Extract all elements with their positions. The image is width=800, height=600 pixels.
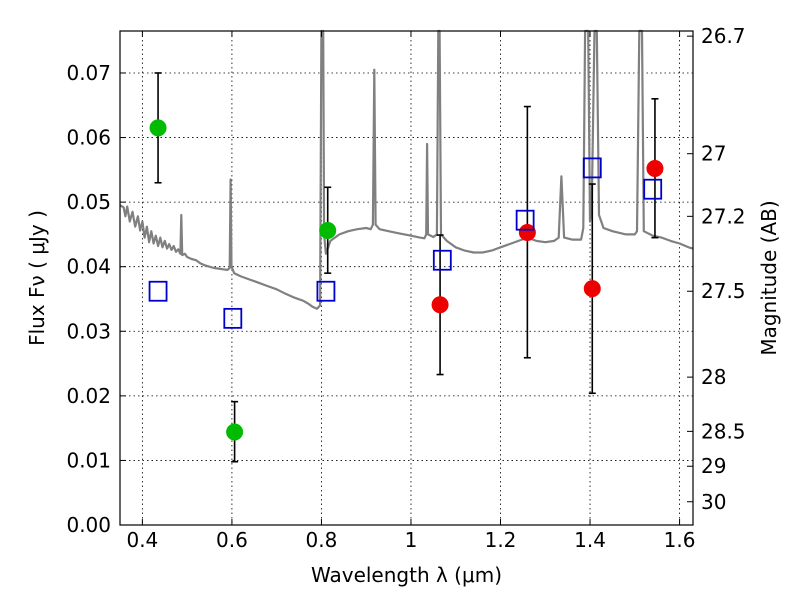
data-point [646,160,664,178]
magnitude-tick-label: 27 [701,142,726,166]
model-square [148,280,168,302]
y-tick-label: 0.05 [66,190,111,214]
x-tick-label: 0.6 [216,528,248,552]
x-tick-label: 0.4 [126,528,158,552]
y-tick-label: 0.02 [66,384,111,408]
data-point [518,223,536,241]
data-point [226,423,244,441]
y-tick-label: 0.03 [66,319,111,343]
x-tick-label: 1.4 [574,528,606,552]
grid-lines [120,31,693,526]
model-square [515,209,535,231]
model-spectrum [119,29,694,310]
magnitude-tick-label: 27.2 [701,204,746,228]
magnitude-tick-label: 29 [701,454,726,478]
x-tick-label: 1.6 [664,528,696,552]
y-tick-label: 0.00 [66,513,111,537]
plot-frame [119,30,694,526]
data-point [319,222,337,240]
y-tick-label: 0.06 [66,126,111,150]
data-point [431,296,449,314]
x-axis-label: Wavelength λ (μm) [311,563,502,587]
model-square [643,178,663,200]
y-tick-label: 0.01 [66,448,111,472]
y-tick-label: 0.04 [66,255,111,279]
model-square [223,307,243,329]
y-axis-ticks: 0.00 0.01 0.02 0.03 0.04 0.05 0.06 0.07 [66,61,126,537]
y-tick-label: 0.07 [66,61,111,85]
model-square [316,280,336,302]
x-tick-label: 1 [405,528,418,552]
y-axis-label: Flux Fν ( μJy ) [25,210,49,346]
data-markers [148,119,664,441]
magnitude-axis-ticks: 26.7 27 27.2 27.5 28 28.5 29 30 [687,24,746,514]
model-square [582,157,602,179]
magnitude-tick-label: 28 [701,365,726,389]
data-point [583,280,601,298]
magnitude-tick-label: 30 [701,490,726,514]
magnitude-tick-label: 26.7 [701,24,746,48]
magnitude-tick-label: 27.5 [701,279,746,303]
x-axis-ticks: 0.4 0.6 0.8 1 1.2 1.4 1.6 [126,31,695,552]
model-square [432,249,452,271]
magnitude-axis-label: Magnitude (AB) [757,200,781,355]
magnitude-tick-label: 28.5 [701,419,746,443]
data-point [149,119,167,137]
spectrum-line [119,29,694,310]
x-tick-label: 1.2 [485,528,517,552]
x-tick-label: 0.8 [306,528,338,552]
